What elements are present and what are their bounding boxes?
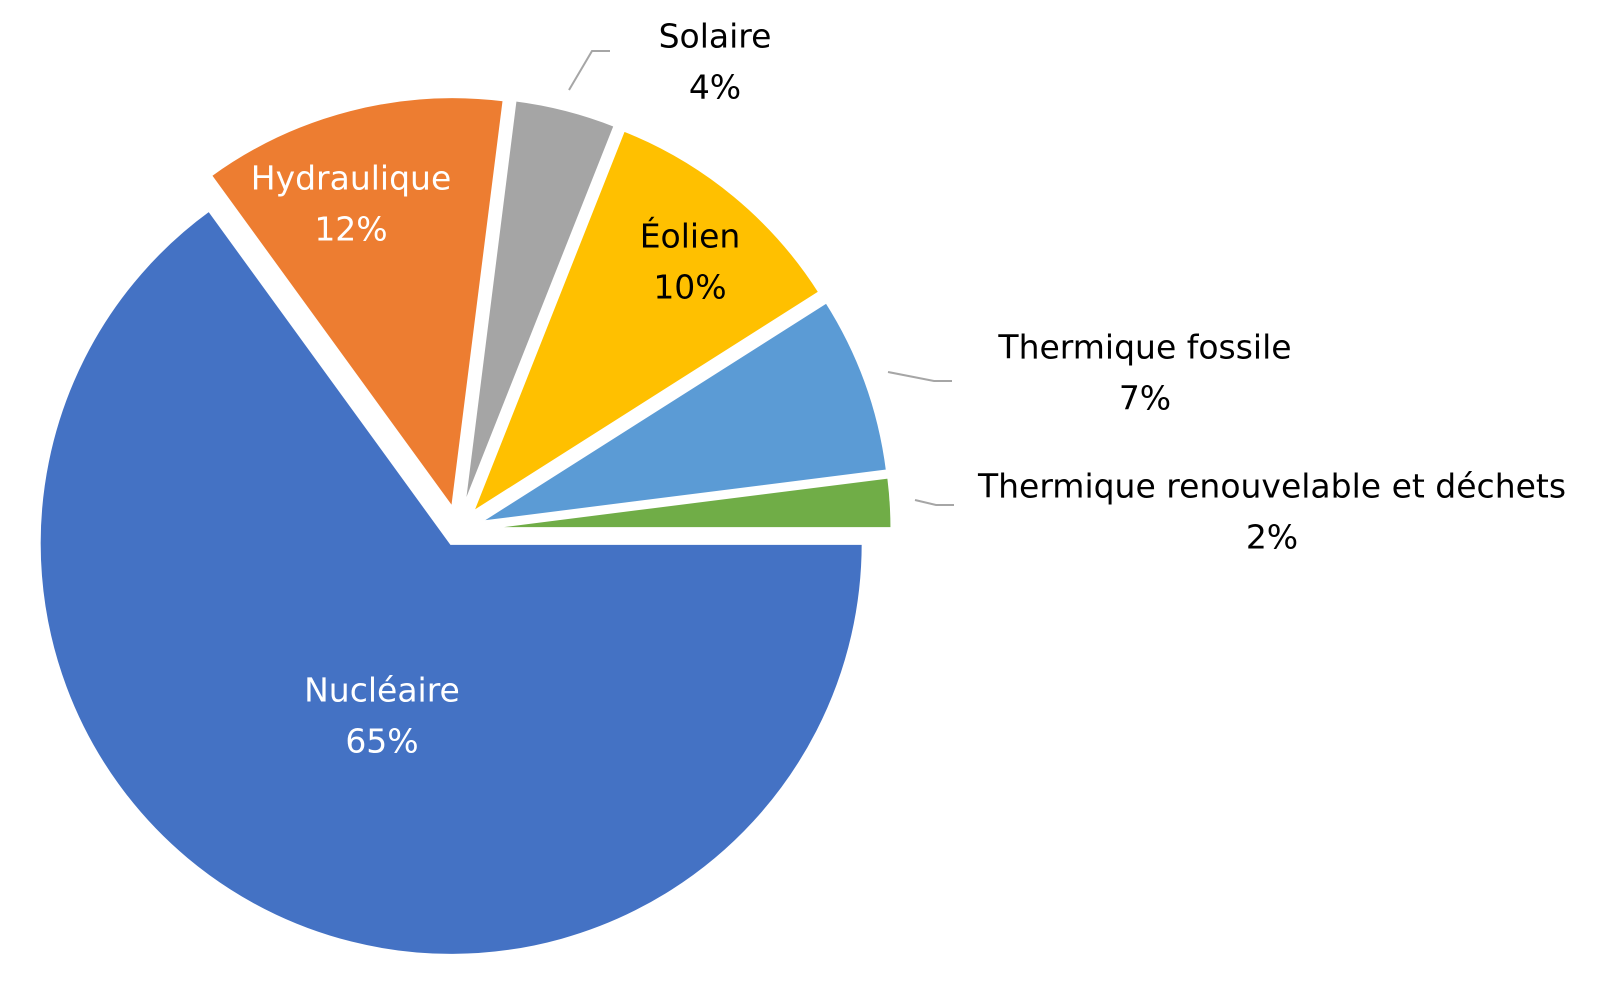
slice-value: 65% (345, 722, 418, 761)
pie-slice (37, 207, 865, 957)
slice-value: 7% (1119, 379, 1171, 418)
pie-slice (468, 128, 822, 517)
pie-slice (208, 95, 506, 513)
slice-label: Thermique fossile (997, 328, 1291, 367)
slice-label: Thermique renouvelable et déchets (977, 467, 1566, 506)
slice-label: Hydraulique (251, 159, 452, 198)
slice-value: 2% (1246, 518, 1298, 557)
leader-line (914, 499, 954, 506)
slice-label: Éolien (640, 216, 741, 256)
slice-label: Solaire (659, 17, 772, 56)
slice-value: 12% (314, 210, 387, 249)
slice-label: Nucléaire (304, 671, 460, 710)
pie-slice (477, 299, 890, 525)
slice-value: 4% (689, 68, 741, 107)
leader-line (568, 50, 610, 91)
slice-value: 10% (653, 268, 726, 307)
pie-slice (479, 475, 894, 531)
pie-slice (461, 98, 618, 510)
leader-line (887, 371, 952, 382)
